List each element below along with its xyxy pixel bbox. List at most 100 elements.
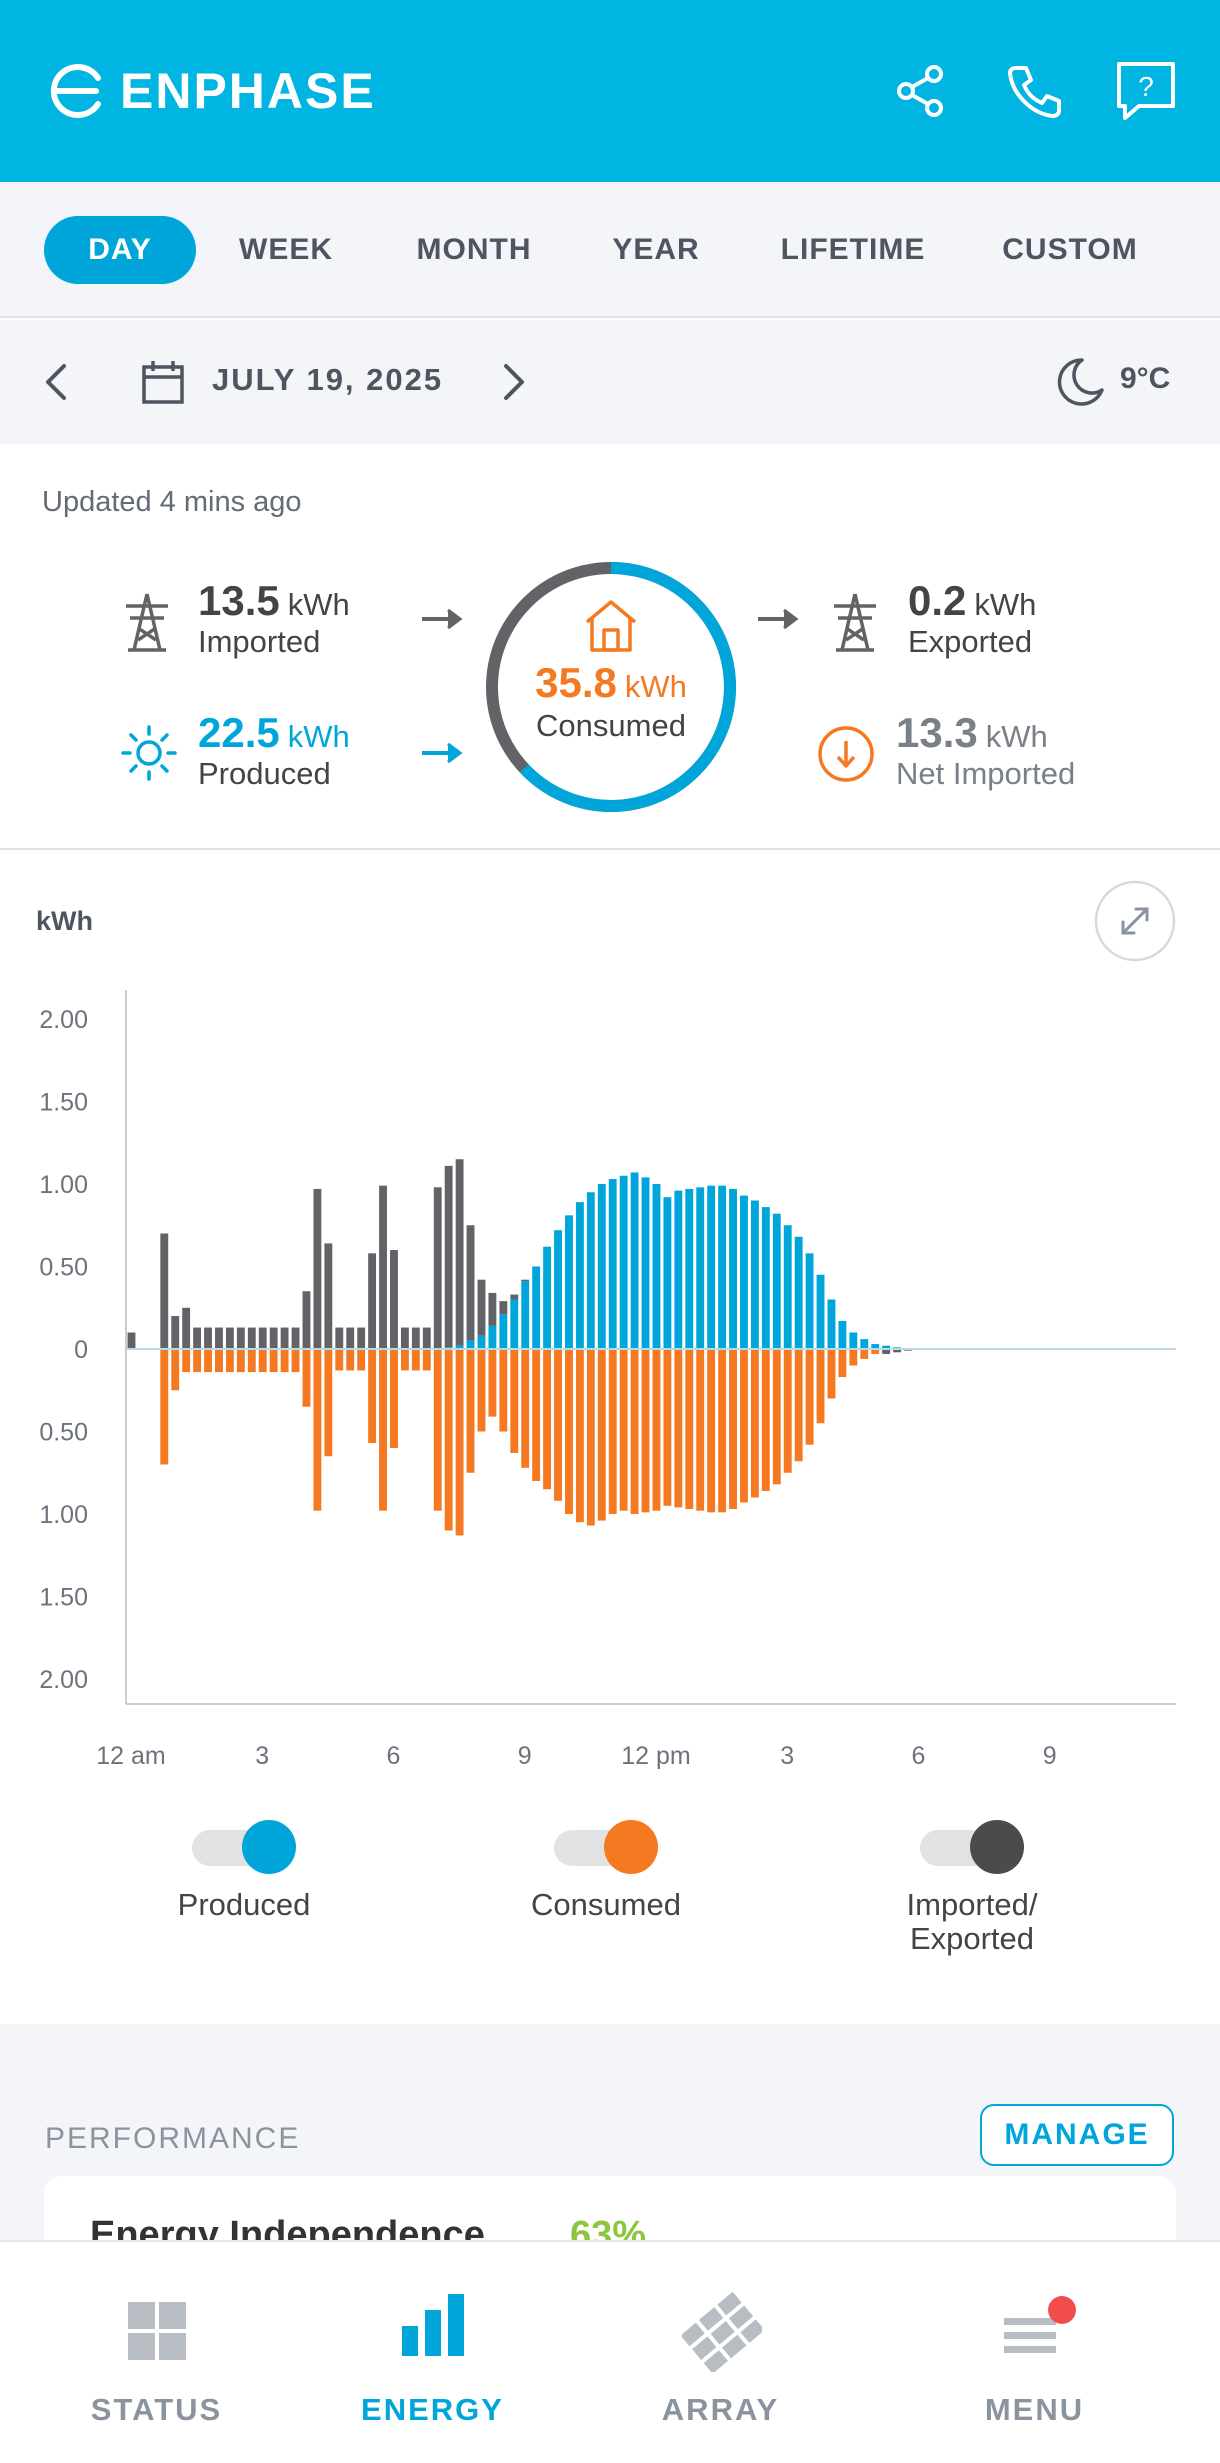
transmission-tower-icon xyxy=(834,593,876,652)
consumed-bar xyxy=(379,1349,387,1511)
tab-day[interactable]: DAY xyxy=(44,216,196,284)
consumed-bar xyxy=(225,1349,234,1373)
tab-lifetime[interactable]: LIFETIME xyxy=(780,233,926,266)
tab-month[interactable]: MONTH xyxy=(416,233,532,266)
produced-bar xyxy=(575,1202,584,1349)
imported-bar xyxy=(280,1327,289,1349)
produced-bar xyxy=(816,1274,825,1349)
imported-exported-toggle[interactable] xyxy=(920,1820,1024,1874)
produced-bar xyxy=(521,1281,530,1349)
consumed-bar xyxy=(543,1349,552,1490)
enphase-logo: ENPHASE xyxy=(48,60,376,122)
produced-bar xyxy=(740,1195,748,1349)
produced-bar xyxy=(652,1184,661,1349)
tab-custom[interactable]: CUSTOM xyxy=(1002,233,1138,266)
nav-array[interactable]: ARRAY xyxy=(568,2242,873,2463)
exported-bar xyxy=(882,1349,891,1354)
chart-y-unit: kWh xyxy=(36,906,93,936)
consumed-bar xyxy=(740,1349,748,1503)
consumed-bar xyxy=(827,1349,836,1399)
imported-bar xyxy=(422,1327,431,1349)
imported-bar xyxy=(444,1165,453,1348)
produced-bar xyxy=(860,1339,869,1349)
imported-bar xyxy=(236,1327,245,1349)
net-imported-label: Net Imported xyxy=(896,756,1076,791)
legend-imported-exported[interactable]: Imported/ Exported xyxy=(852,1820,1092,1956)
consumed-bar xyxy=(860,1349,869,1359)
nav-status[interactable]: STATUS xyxy=(4,2242,309,2463)
legend-consumed[interactable]: Consumed xyxy=(486,1820,726,1922)
consumed-bar xyxy=(641,1349,650,1513)
y-tick-label: 0.50 xyxy=(39,1419,88,1447)
y-tick-label: 1.00 xyxy=(39,1501,88,1529)
consumed-bar xyxy=(247,1349,256,1373)
consumed-bar xyxy=(521,1349,530,1468)
calendar-icon[interactable] xyxy=(140,358,186,406)
arrow-right-icon xyxy=(422,608,463,630)
imported-bar xyxy=(346,1327,355,1349)
consumed-bar xyxy=(455,1349,464,1536)
array-icon xyxy=(682,2292,762,2372)
consumed-bar xyxy=(783,1349,792,1473)
produced-bar xyxy=(466,1340,475,1349)
nav-array-label: ARRAY xyxy=(661,2392,780,2427)
imported-bar xyxy=(357,1327,366,1349)
produced-bar xyxy=(696,1187,705,1349)
manage-button[interactable]: MANAGE xyxy=(980,2104,1174,2166)
performance-section: PERFORMANCE MANAGE Energy Independence 6… xyxy=(0,2024,1220,2256)
produced-bar xyxy=(772,1213,781,1349)
consumed-bar xyxy=(532,1349,541,1481)
nav-energy-label: ENERGY xyxy=(361,2392,504,2427)
imported-bar xyxy=(499,1301,508,1315)
x-tick-label: 6 xyxy=(912,1742,926,1770)
y-tick-label: 2.00 xyxy=(39,1006,88,1034)
chevron-right-icon[interactable] xyxy=(494,360,534,404)
consumed-bar xyxy=(236,1349,245,1373)
chevron-left-icon[interactable] xyxy=(36,360,76,404)
produced-toggle[interactable] xyxy=(192,1820,296,1874)
consumed-bar xyxy=(258,1349,267,1373)
brand-name: ENPHASE xyxy=(120,63,376,119)
produced-bar xyxy=(641,1177,650,1349)
produced-bar xyxy=(805,1253,814,1349)
x-tick-label: 9 xyxy=(518,1742,532,1770)
imported-bar xyxy=(127,1332,136,1349)
produced-bar xyxy=(729,1188,737,1349)
transmission-tower-icon xyxy=(126,593,168,652)
nav-energy[interactable]: ENERGY xyxy=(280,2242,585,2463)
x-tick-label: 3 xyxy=(780,1742,794,1770)
tab-year[interactable]: YEAR xyxy=(612,233,700,266)
y-tick-label: 0 xyxy=(74,1336,88,1364)
legend-produced[interactable]: Produced xyxy=(124,1820,364,1922)
nav-menu[interactable]: MENU xyxy=(882,2242,1187,2463)
tab-week[interactable]: WEEK xyxy=(239,233,333,266)
help-icon[interactable]: ? xyxy=(1113,58,1179,124)
produced-bar xyxy=(532,1266,541,1349)
performance-title: PERFORMANCE xyxy=(45,2122,301,2155)
energy-summary: Updated 4 mins ago 13.5 kWh Imported 22.5… xyxy=(0,444,1220,850)
consumed-bar xyxy=(324,1349,333,1457)
phone-icon[interactable] xyxy=(1002,58,1068,124)
consumed-bar xyxy=(400,1349,409,1371)
legend-consumed-label: Consumed xyxy=(531,1887,681,1922)
consumed-bar xyxy=(346,1349,355,1371)
produced-bar xyxy=(849,1332,858,1349)
imported-bar xyxy=(193,1327,202,1349)
imported-bar xyxy=(521,1279,530,1282)
expand-icon[interactable] xyxy=(1094,880,1176,962)
imported-bar xyxy=(488,1292,497,1326)
consumed-bar xyxy=(663,1349,672,1506)
updated-text: Updated 4 mins ago xyxy=(42,486,302,518)
share-icon[interactable] xyxy=(888,58,954,124)
consumed-bar xyxy=(674,1349,683,1508)
consumed-bar xyxy=(729,1349,737,1510)
selected-date[interactable]: JULY 19, 2025 xyxy=(212,362,444,397)
produced-bar xyxy=(630,1172,639,1349)
produced-bar xyxy=(619,1175,628,1349)
consumed-toggle[interactable] xyxy=(554,1820,658,1874)
nav-menu-label: MENU xyxy=(984,2392,1085,2427)
menu-icon xyxy=(1004,2296,1076,2353)
imported-bar xyxy=(477,1279,486,1336)
imported-bar xyxy=(171,1316,180,1349)
consumed-bar xyxy=(291,1349,300,1373)
